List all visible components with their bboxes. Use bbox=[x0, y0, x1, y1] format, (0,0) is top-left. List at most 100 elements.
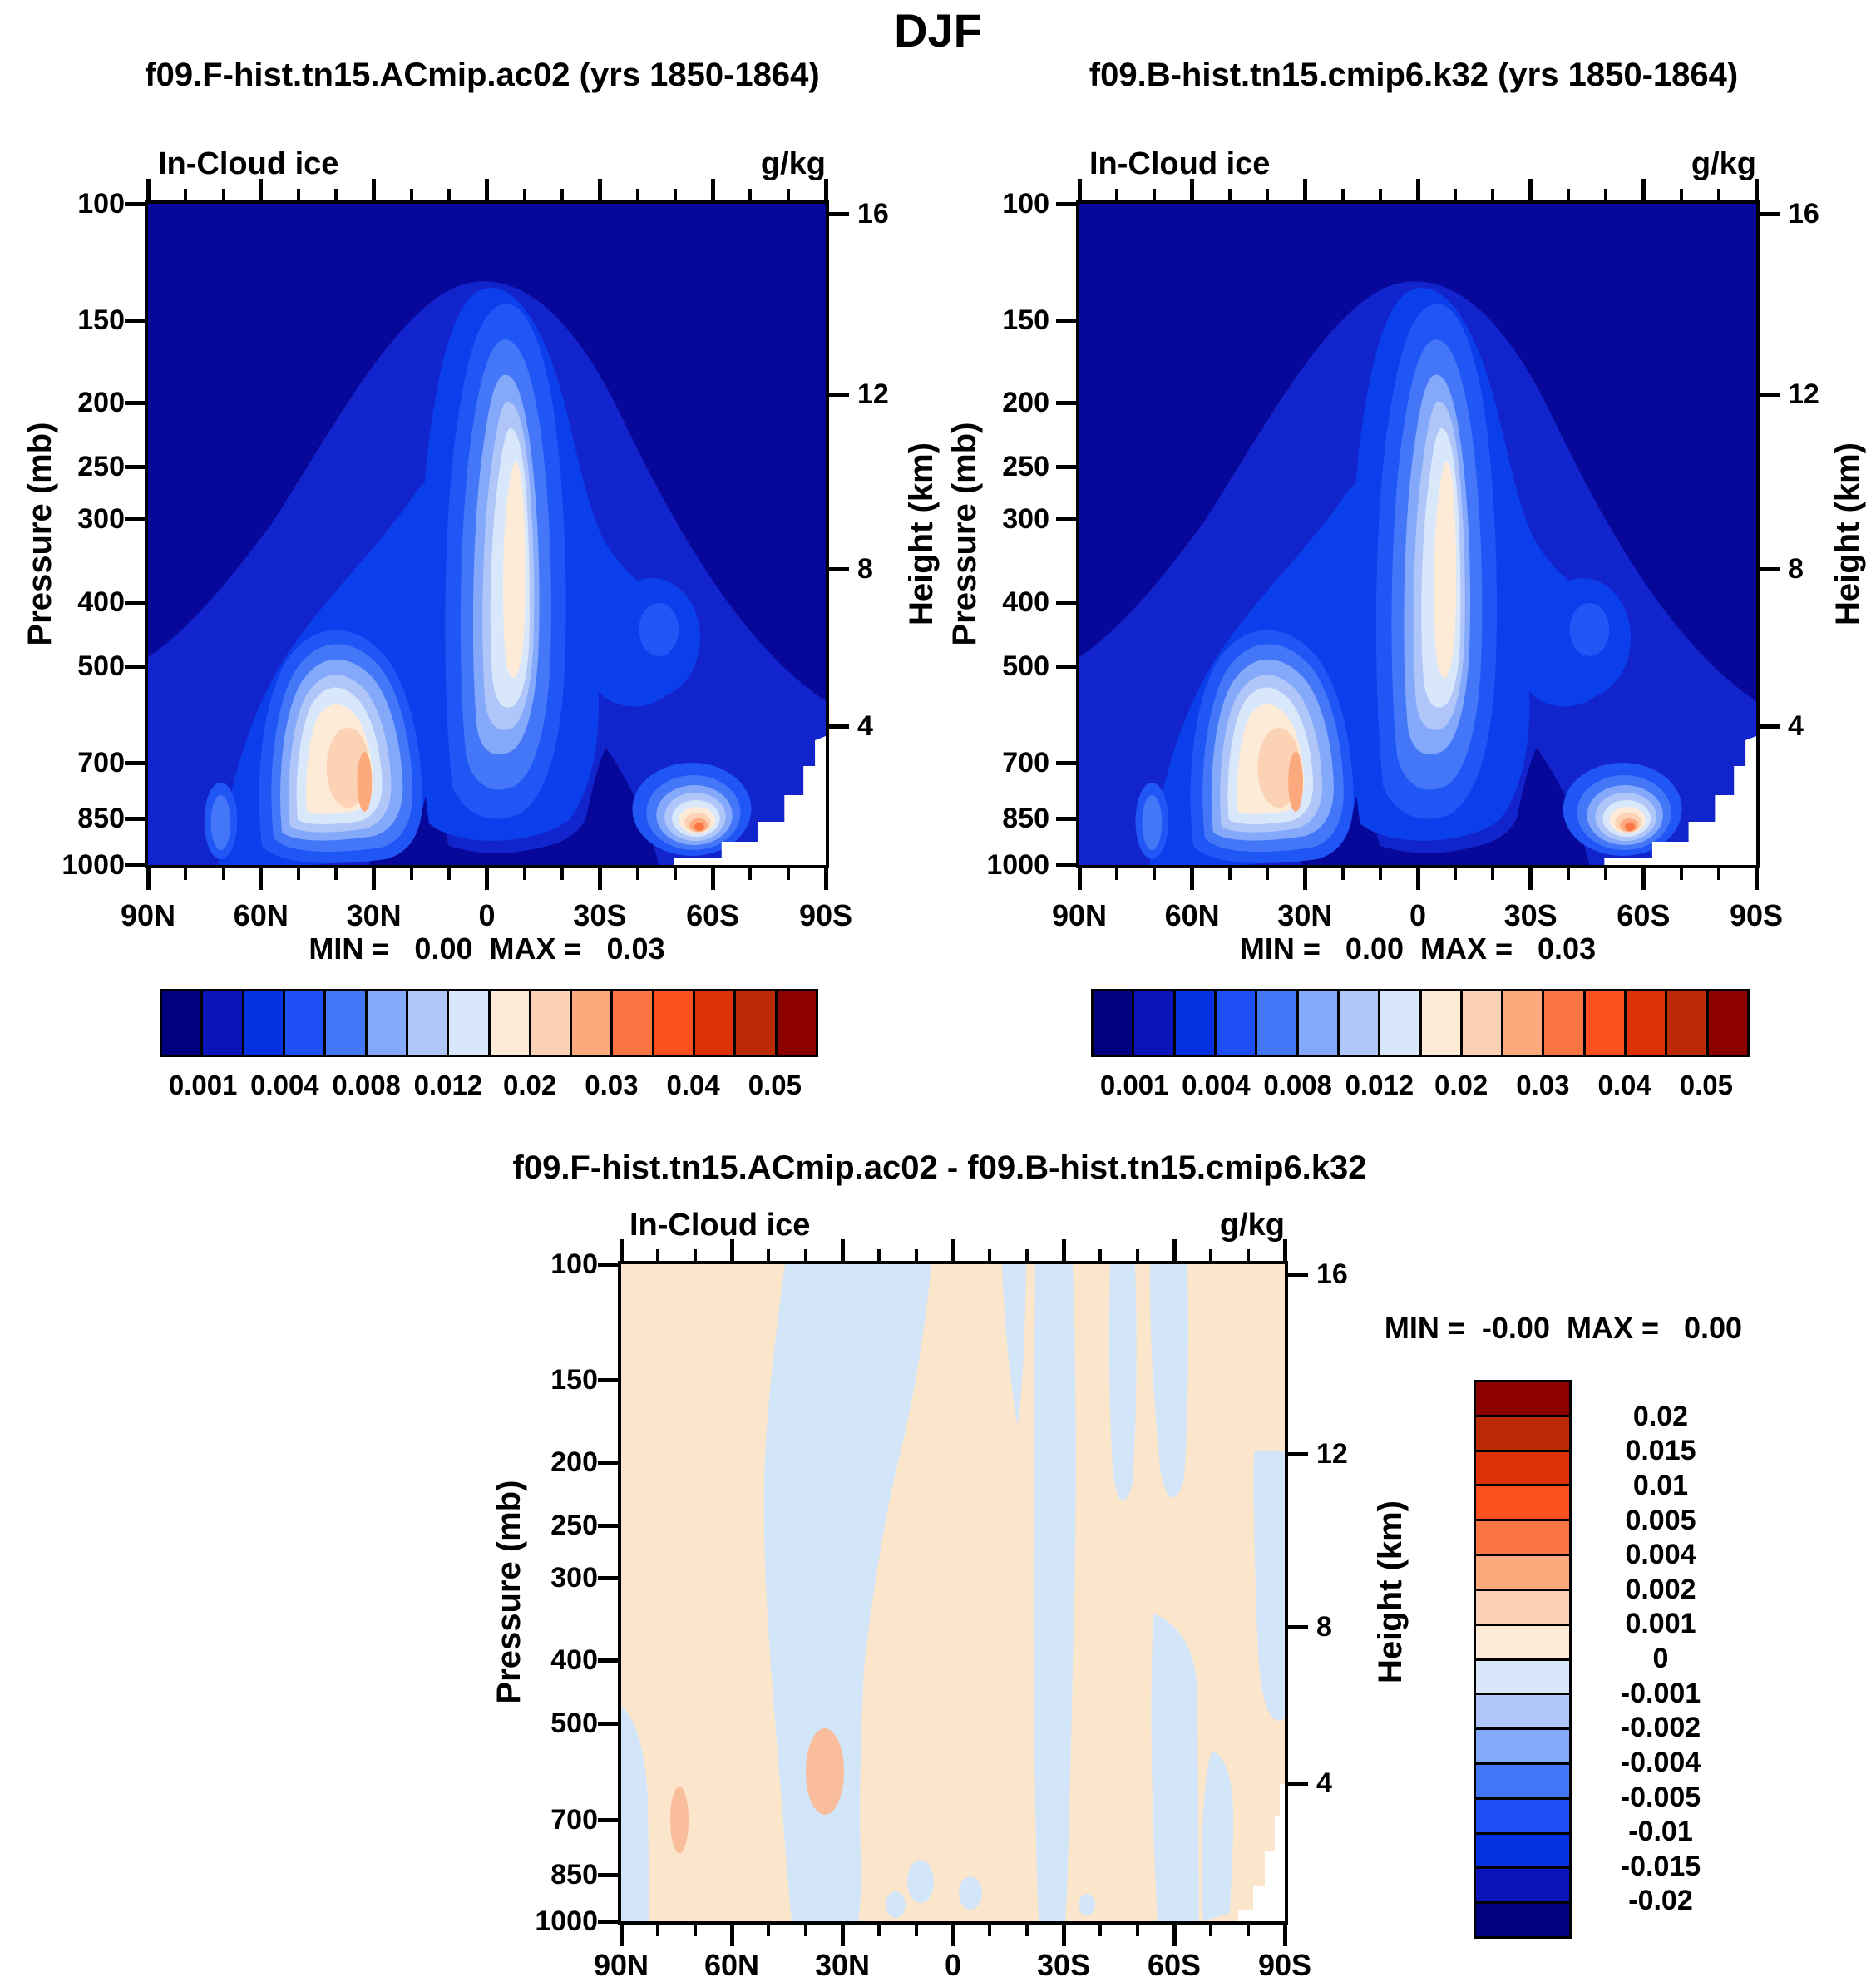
lat-tick bbox=[1641, 868, 1646, 890]
lat-tick bbox=[560, 868, 565, 880]
lat-tick bbox=[259, 179, 264, 200]
lat-tick bbox=[693, 1925, 697, 1936]
pressure-tick-label: 1000 bbox=[535, 1905, 598, 1937]
lat-tick bbox=[767, 1925, 771, 1936]
lat-tick bbox=[840, 1239, 845, 1261]
colorbar-cell bbox=[1544, 991, 1586, 1055]
lat-tick bbox=[522, 189, 526, 200]
lat-tick bbox=[1061, 1925, 1066, 1946]
diff-colorbar-tick-label: 0.02 bbox=[1632, 1400, 1689, 1432]
lat-tick bbox=[409, 868, 413, 880]
lat-tick-label: 90N bbox=[1051, 898, 1108, 932]
height-tick-label: 12 bbox=[1316, 1437, 1348, 1470]
lat-tick-label: 90S bbox=[1729, 898, 1784, 932]
height-tick-label: 16 bbox=[857, 197, 889, 230]
colorbar-cell bbox=[449, 991, 491, 1055]
colorbar-cell bbox=[613, 991, 654, 1055]
height-tick bbox=[829, 724, 849, 729]
pressure-tick bbox=[1056, 600, 1076, 605]
units-label-right: g/kg bbox=[1691, 146, 1756, 181]
lat-tick bbox=[1227, 868, 1232, 880]
lat-tick bbox=[729, 1925, 734, 1946]
pressure-tick-label: 200 bbox=[1002, 387, 1049, 419]
colorbar-cell bbox=[284, 991, 327, 1055]
stats-diff: MIN = -0.00 MAX = 0.00 bbox=[1384, 1311, 1743, 1345]
pressure-tick bbox=[598, 1524, 618, 1529]
pressure-tick-label: 1000 bbox=[62, 849, 125, 881]
panel-title-diff: f09.F-hist.tn15.ACmip.ac02 - f09.B-hist.… bbox=[512, 1149, 1367, 1186]
lat-tick bbox=[184, 189, 188, 200]
lat-tick bbox=[1491, 189, 1495, 200]
lat-tick-label: 90N bbox=[120, 898, 176, 932]
lat-tick-label: 30N bbox=[346, 898, 402, 932]
lat-tick bbox=[635, 868, 639, 880]
field-label-right: In-Cloud ice bbox=[1089, 146, 1271, 181]
lat-tick bbox=[1454, 189, 1458, 200]
lat-tick bbox=[823, 179, 828, 200]
colorbar-cell bbox=[1476, 1799, 1569, 1835]
colorbar-cell bbox=[203, 991, 244, 1055]
pressure-tick-label: 700 bbox=[1002, 746, 1049, 778]
lat-tick bbox=[485, 868, 489, 890]
colorbar-cell bbox=[1462, 991, 1504, 1055]
lat-tick bbox=[146, 179, 151, 200]
lat-tick bbox=[767, 1249, 771, 1261]
lat-tick bbox=[409, 189, 413, 200]
pressure-tick-label: 400 bbox=[1002, 586, 1049, 618]
lat-tick bbox=[1246, 1925, 1250, 1936]
lat-tick bbox=[1528, 868, 1533, 890]
lat-tick bbox=[1115, 868, 1119, 880]
pressure-tick-label: 400 bbox=[77, 586, 125, 618]
pressure-tick-label: 200 bbox=[550, 1446, 598, 1478]
lat-tick bbox=[1098, 1249, 1103, 1261]
lat-tick bbox=[656, 1249, 660, 1261]
lat-tick bbox=[1153, 868, 1157, 880]
colorbar-cell bbox=[1134, 991, 1176, 1055]
diff-colorbar-tick-label: 0.01 bbox=[1632, 1469, 1689, 1501]
height-tick-label: 4 bbox=[857, 710, 873, 743]
pressure-tick-label: 150 bbox=[550, 1364, 598, 1396]
pressure-tick bbox=[125, 318, 145, 323]
lat-tick bbox=[1024, 1249, 1029, 1261]
colorbar-right bbox=[1091, 989, 1750, 1057]
lat-tick bbox=[914, 1925, 918, 1936]
lat-tick bbox=[1566, 189, 1570, 200]
height-axis-title-left: Height (km) bbox=[903, 442, 940, 625]
panel-title-left: f09.F-hist.tn15.ACmip.ac02 (yrs 1850-186… bbox=[145, 57, 820, 93]
pressure-tick bbox=[598, 1263, 618, 1267]
lat-tick bbox=[146, 868, 151, 890]
lat-tick bbox=[803, 1925, 807, 1936]
lat-tick bbox=[1209, 1925, 1213, 1936]
pressure-tick-label: 100 bbox=[77, 188, 125, 220]
pressure-tick-label: 300 bbox=[550, 1561, 598, 1594]
lat-tick bbox=[221, 189, 225, 200]
figure-title: DJF bbox=[894, 4, 982, 57]
pressure-tick bbox=[1056, 318, 1076, 323]
height-tick bbox=[1760, 566, 1780, 571]
lat-tick bbox=[823, 868, 828, 890]
colorbar-cell bbox=[1257, 991, 1299, 1055]
diff-colorbar-tick-label: -0.001 bbox=[1620, 1677, 1701, 1709]
lat-tick bbox=[1246, 1249, 1250, 1261]
lat-tick bbox=[877, 1925, 881, 1936]
pressure-tick bbox=[125, 816, 145, 821]
pressure-tick bbox=[125, 863, 145, 867]
pressure-tick-label: 1000 bbox=[986, 849, 1049, 881]
diff-colorbar-tick-label: -0.02 bbox=[1628, 1885, 1693, 1917]
lat-tick bbox=[1378, 868, 1382, 880]
height-tick-label: 12 bbox=[857, 378, 889, 410]
lat-tick bbox=[297, 868, 301, 880]
lat-tick bbox=[840, 1925, 845, 1946]
lat-tick bbox=[619, 1239, 624, 1261]
height-tick-label: 8 bbox=[1316, 1611, 1332, 1643]
colorbar-cell bbox=[1503, 991, 1545, 1055]
pressure-tick bbox=[125, 202, 145, 206]
lat-tick-label: 0 bbox=[1409, 898, 1427, 932]
pressure-tick-label: 150 bbox=[1002, 304, 1049, 336]
lat-tick bbox=[1754, 179, 1759, 200]
colorbar-cell bbox=[407, 991, 450, 1055]
lat-tick bbox=[1077, 868, 1082, 890]
lat-tick bbox=[673, 868, 677, 880]
pressure-tick bbox=[125, 760, 145, 765]
